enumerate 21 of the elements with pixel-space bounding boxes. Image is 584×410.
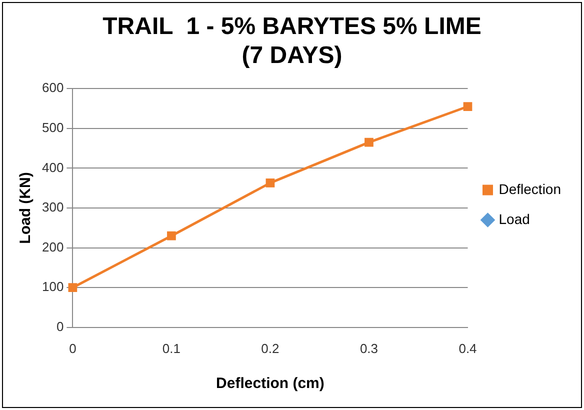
legend-label: Load	[498, 210, 530, 227]
point	[463, 102, 472, 111]
point	[167, 231, 176, 240]
y-tick-label: 300	[42, 200, 64, 215]
y-tick-label: 400	[42, 160, 64, 175]
point	[364, 138, 374, 147]
x-tick-label: 0.3	[360, 340, 378, 356]
x-tick-label: 0	[69, 340, 76, 356]
y-axis-title: Load (KN)	[17, 172, 34, 244]
x-tick-label: 0.4	[458, 340, 477, 356]
x-tick-label: 0.1	[162, 340, 180, 356]
y-tick-label: 600	[42, 80, 64, 96]
y-tick-label: 200	[42, 239, 64, 254]
legend-label: Deflection	[498, 180, 562, 197]
x-axis-title: Deflection (cm)	[216, 375, 324, 392]
chart-title: TRAIL 1 - 5% BARYTES 5% LIME (7 DAYS)	[102, 13, 482, 69]
x-tick-label: 0.2	[261, 340, 280, 356]
y-tick-label: 100	[42, 279, 64, 294]
y-tick-label: 500	[42, 120, 64, 135]
point	[266, 178, 275, 188]
y-tick-label: 0	[56, 318, 64, 334]
